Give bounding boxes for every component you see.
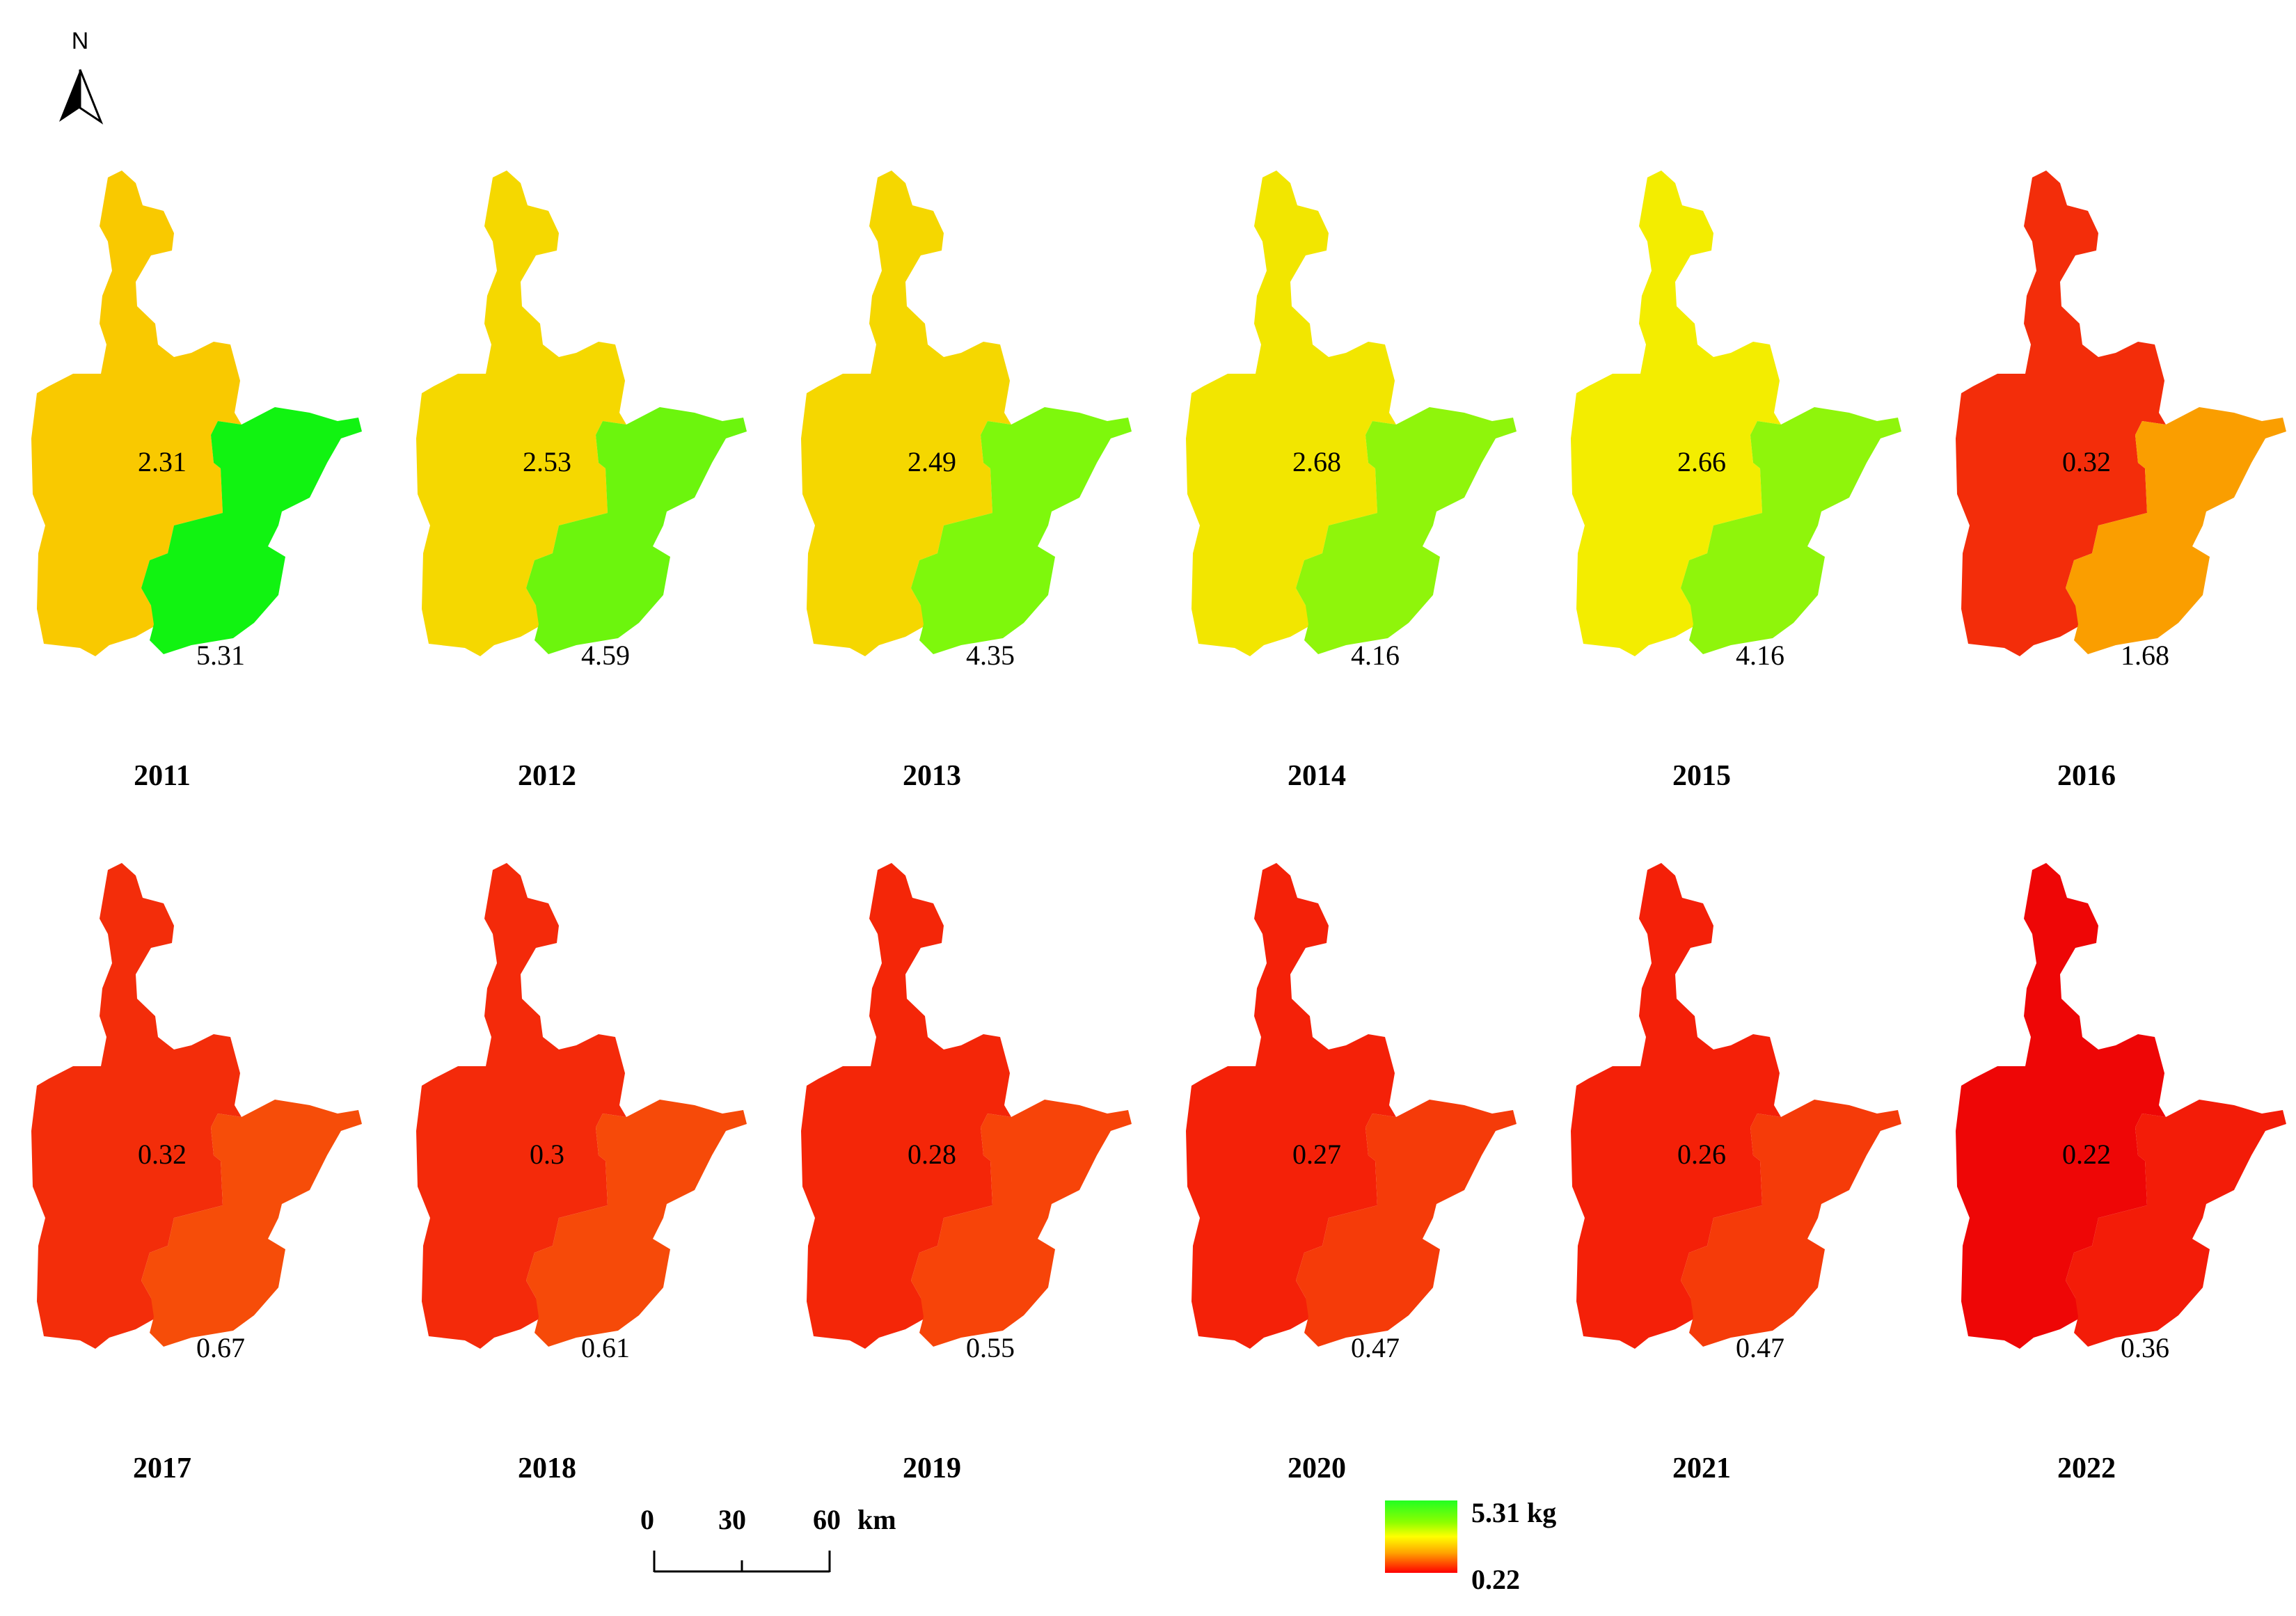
port-outline <box>1842 1225 1874 1251</box>
coastal-value-label: 1.68 <box>2121 640 2169 671</box>
coastal-value-label: 4.35 <box>966 640 1015 671</box>
port-outline <box>679 538 710 565</box>
port-outline <box>697 528 728 552</box>
port-outline <box>688 1225 720 1251</box>
year-label-2015: 2015 <box>1672 760 1731 792</box>
north-arrow-icon <box>59 69 104 125</box>
port-outline <box>2236 1220 2267 1244</box>
year-label-2019: 2019 <box>903 1452 961 1484</box>
scale-label-0: 0 <box>640 1504 654 1535</box>
port-outline <box>1466 528 1498 552</box>
scale-label-60: 60 <box>813 1504 841 1535</box>
port-outline <box>294 1230 325 1258</box>
port-outline <box>1082 528 1113 552</box>
year-label-2014: 2014 <box>1288 760 1346 792</box>
coastal-value-label: 0.36 <box>2121 1332 2169 1363</box>
map-panel-2017: 0.32 0.67 <box>31 863 362 1363</box>
inland-value-label: 2.49 <box>908 446 956 477</box>
port-outline <box>303 532 335 558</box>
north-arrow: N <box>56 28 104 125</box>
port-outline <box>688 532 720 558</box>
port-outline <box>312 1220 343 1244</box>
scale-unit: km <box>857 1504 896 1535</box>
map-panel-2016: 0.32 1.68 <box>1956 171 2286 671</box>
scale-bar-line <box>653 1551 831 1573</box>
port-outline <box>1842 532 1874 558</box>
port-outline <box>1064 538 1095 565</box>
port-outline <box>679 1230 710 1258</box>
port-outline <box>1064 1230 1095 1258</box>
year-label-2016: 2016 <box>2057 760 2116 792</box>
port-outline <box>1457 1225 1489 1251</box>
legend-min-label: 0.22 <box>1471 1564 1520 1595</box>
inland-value-label: 0.28 <box>908 1139 956 1170</box>
inland-value-label: 0.32 <box>138 1139 187 1170</box>
coastal-value-label: 0.61 <box>581 1332 630 1363</box>
port-outline <box>2219 1230 2249 1258</box>
inland-value-label: 0.3 <box>530 1139 564 1170</box>
coastal-value-label: 0.47 <box>1351 1332 1400 1363</box>
year-label-2012: 2012 <box>518 760 576 792</box>
map-panel-2021: 0.26 0.47 <box>1571 863 1901 1363</box>
port-outline <box>2219 538 2249 565</box>
port-outline <box>1466 1220 1498 1244</box>
port-outline <box>1457 532 1489 558</box>
year-label-2011: 2011 <box>134 760 191 792</box>
north-arrow-label: N <box>71 28 89 54</box>
coastal-value-label: 0.47 <box>1736 1332 1784 1363</box>
year-label-2017: 2017 <box>133 1452 191 1484</box>
port-outline <box>2236 528 2267 552</box>
year-label-2013: 2013 <box>903 760 961 792</box>
port-outline <box>312 528 343 552</box>
inland-value-label: 2.31 <box>138 446 187 477</box>
port-outline <box>697 1220 728 1244</box>
map-panel-2012: 2.53 4.59 <box>416 171 747 671</box>
coastal-value-label: 5.31 <box>196 640 245 671</box>
port-outline <box>294 538 325 565</box>
inland-value-label: 2.53 <box>523 446 571 477</box>
map-panel-2015: 2.66 4.16 <box>1571 171 1901 671</box>
port-outline <box>1449 1230 1480 1258</box>
coastal-value-label: 0.55 <box>966 1332 1015 1363</box>
port-outline <box>1449 538 1480 565</box>
coastal-value-label: 0.67 <box>196 1332 245 1363</box>
port-outline <box>2227 1225 2259 1251</box>
port-outline <box>1082 1220 1113 1244</box>
port-outline <box>303 1225 335 1251</box>
map-panel-2013: 2.49 4.35 <box>801 171 1132 671</box>
port-outline <box>2227 532 2259 558</box>
year-label-2021: 2021 <box>1672 1452 1731 1484</box>
port-outline <box>1072 532 1105 558</box>
map-panel-2022: 0.22 0.36 <box>1956 863 2286 1363</box>
legend-max-label: 5.31 kg <box>1471 1497 1557 1528</box>
coastal-value-label: 4.16 <box>1351 640 1400 671</box>
port-outline <box>1072 1225 1105 1251</box>
port-outline <box>1834 1230 1864 1258</box>
inland-value-label: 0.32 <box>2062 446 2111 477</box>
port-outline <box>1851 1220 1883 1244</box>
inland-value-label: 0.27 <box>1292 1139 1341 1170</box>
map-panels: 2.31 5.31 2011 2.53 4.59 2012 2.49 4.35 2013 2.68… <box>31 171 2286 1484</box>
year-label-2022: 2022 <box>2057 1452 2116 1484</box>
year-label-2018: 2018 <box>518 1452 576 1484</box>
coastal-value-label: 4.59 <box>581 640 630 671</box>
legend-color-ramp <box>1385 1500 1457 1573</box>
inland-value-label: 2.68 <box>1292 446 1341 477</box>
inland-value-label: 0.22 <box>2062 1139 2111 1170</box>
map-panel-2011: 2.31 5.31 <box>31 171 362 671</box>
scale-label-30: 30 <box>718 1504 746 1535</box>
port-outline <box>1834 538 1864 565</box>
port-outline <box>1851 528 1883 552</box>
year-label-2020: 2020 <box>1288 1452 1346 1484</box>
map-panel-2018: 0.3 0.61 <box>416 863 747 1363</box>
map-panel-2019: 0.28 0.55 <box>801 863 1132 1363</box>
coastal-value-label: 4.16 <box>1736 640 1784 671</box>
inland-value-label: 0.26 <box>1677 1139 1726 1170</box>
color-legend: 5.31 kg 0.22 <box>1385 1496 1594 1601</box>
map-panel-2020: 0.27 0.47 <box>1186 863 1517 1363</box>
inland-value-label: 2.66 <box>1677 446 1726 477</box>
scale-bar: 0 30 60 km <box>640 1503 896 1601</box>
map-panel-2014: 2.68 4.16 <box>1186 171 1517 671</box>
